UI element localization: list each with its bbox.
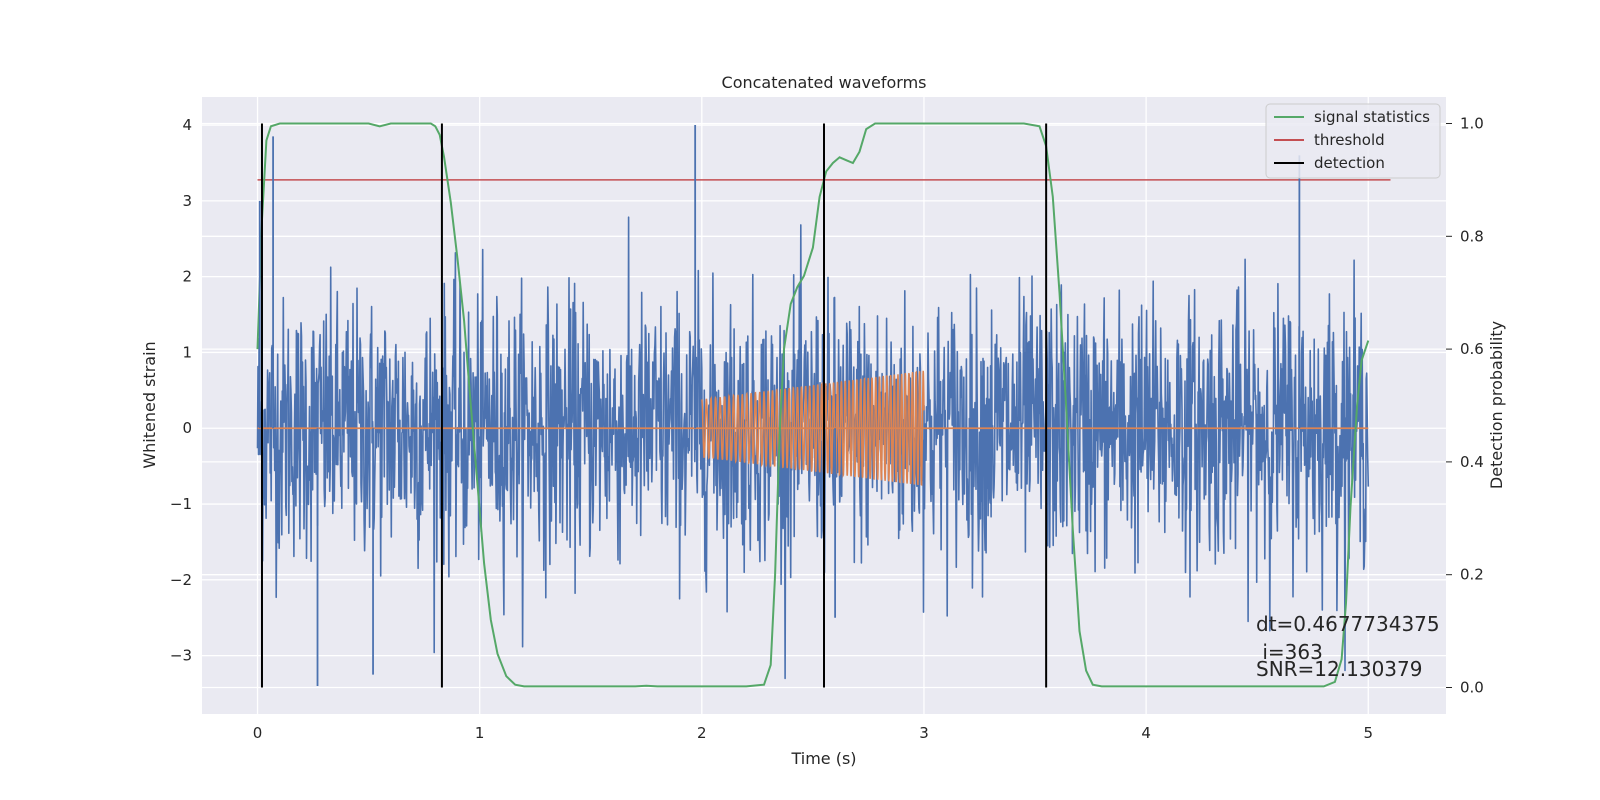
y-right-tick-label: 0.8 <box>1460 227 1484 245</box>
y-right-tick-label: 1.0 <box>1460 115 1484 133</box>
x-tick-label: 4 <box>1141 724 1151 742</box>
y-tick-label: −3 <box>170 647 192 665</box>
x-tick-label: 2 <box>697 724 707 742</box>
legend-label-signal-statistics: signal statistics <box>1314 108 1430 126</box>
x-axis-label: Time (s) <box>790 749 856 768</box>
y-right-tick-label: 0.2 <box>1460 566 1484 584</box>
y-right-tick-label: 0.0 <box>1460 678 1484 696</box>
legend: signal statistics threshold detection <box>1265 103 1441 179</box>
y-tick-label: 0 <box>182 419 192 437</box>
y-tick-label: 4 <box>182 116 192 134</box>
y-tick-label: −1 <box>170 495 192 513</box>
x-tick-label: 0 <box>253 724 263 742</box>
y-right-tick-label: 0.6 <box>1460 340 1484 358</box>
y-tick-label: −2 <box>170 571 192 589</box>
y-right-axis-label: Detection probability <box>1487 321 1506 489</box>
x-tick-label: 5 <box>1363 724 1373 742</box>
y-right-tick-label: 0.4 <box>1460 453 1484 471</box>
y-right-ticks: 0.0 0.2 0.4 0.6 0.8 1.0 <box>1446 115 1484 696</box>
annotation-index: i=363 <box>1256 640 1323 664</box>
x-tick-label: 1 <box>475 724 485 742</box>
y-tick-label: 3 <box>182 192 192 210</box>
detection-lines <box>260 123 1048 688</box>
x-ticks: 0 1 2 3 4 5 <box>253 724 1373 742</box>
legend-box <box>1265 103 1441 179</box>
y-tick-label: 2 <box>182 268 192 286</box>
y-tick-label: 1 <box>182 343 192 361</box>
chart-title: Concatenated waveforms <box>722 73 927 92</box>
annotation-dt: dt=0.4677734375 <box>1256 612 1440 636</box>
y-axis-label: Whitened strain <box>140 341 159 468</box>
annotation-snr: SNR=12.130379 <box>1256 657 1422 681</box>
legend-label-threshold: threshold <box>1314 131 1385 149</box>
x-tick-label: 3 <box>919 724 929 742</box>
legend-label-detection: detection <box>1314 154 1385 172</box>
injection-waveform-line <box>701 370 925 487</box>
y-ticks: −3 −2 −1 0 1 2 3 4 <box>170 116 192 665</box>
